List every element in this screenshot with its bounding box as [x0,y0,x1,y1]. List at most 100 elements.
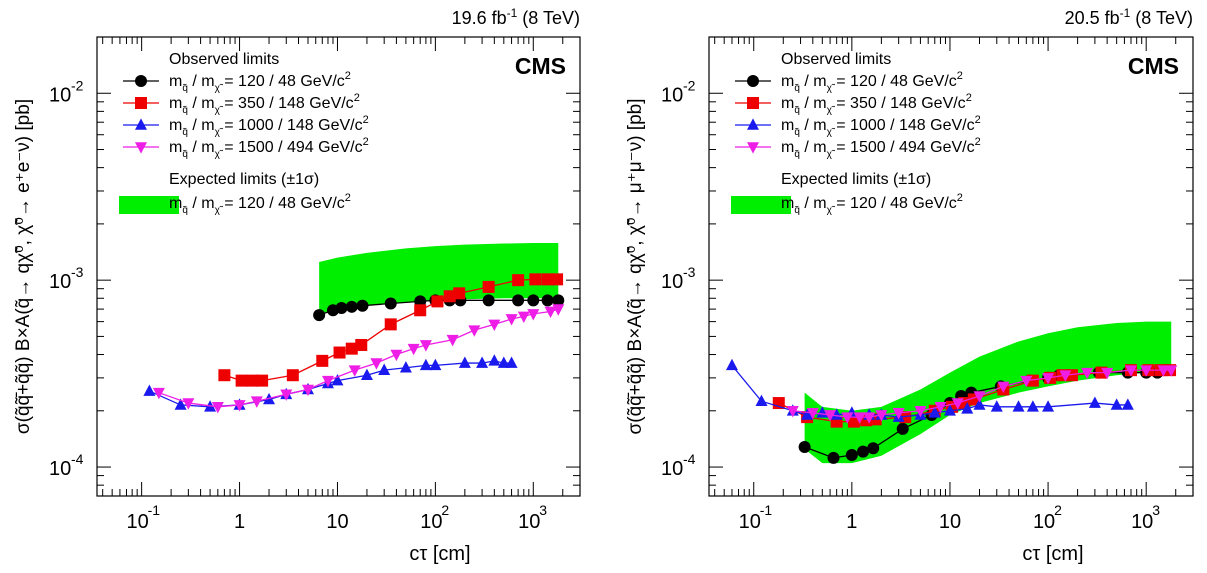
x-tick-label-exponent: 3 [1152,502,1160,518]
data-point [973,398,986,410]
data-point [429,358,442,371]
data-point [527,294,540,307]
data-point [250,396,263,408]
legend-label: mq̃ / mχ̃ = 1500 / 494 GeV/c2 [169,136,369,160]
data-point [517,311,530,323]
data-point [233,400,246,412]
y-tick-label-exponent: -4 [683,451,696,467]
data-point [407,343,420,356]
data-point [482,280,495,293]
data-point [747,75,759,87]
data-point [755,394,768,407]
legend: Observed limits mq̃ / mχ̃ = 120 / 48 GeV/… [731,51,981,216]
y-tick-label-mantissa: 10 [49,84,71,106]
y-tick-label-exponent: -3 [683,264,696,280]
y-axis-ticks [97,36,580,497]
data-area [725,321,1178,464]
data-point [552,294,565,307]
y-tick-label: 10 -2 [661,77,696,106]
x-tick-label-mantissa: 1 [234,511,245,533]
luminosity-label: 20.5 fb-1 (8 TeV) [1065,6,1193,28]
data-point [1157,365,1170,377]
x-tick-label: 10 [939,511,961,533]
data-point [356,299,369,312]
data-point [313,309,326,322]
data-point [488,354,501,366]
data-point [1012,400,1025,412]
data-point [1140,365,1153,377]
data-point [335,301,348,314]
data-point [853,412,866,424]
data-point [806,408,819,420]
data-point [1088,396,1101,408]
data-point [529,273,542,286]
x-axis-ticks [714,37,1194,496]
x-tick-label: 10 [326,511,348,533]
data-point [863,412,876,424]
legend-title-expected: Expected limits (±1σ) [781,171,931,188]
y-axis-title: σ(q̃q̃̄+q̃q̃) B×A(q̃→ qχ̃⁰, χ̃⁰→ e⁺e⁻ν) … [13,99,34,434]
x-tick-label: 1 [234,511,245,533]
data-point [847,415,860,428]
data-point [552,304,565,316]
data-point [857,445,870,458]
lumi-value: 20.5 fb [1065,8,1120,28]
y-tick-label-mantissa: 10 [661,458,683,480]
x-axis-title: cτ [cm] [1022,543,1083,565]
data-point [488,319,501,331]
legend-label: mq̃ / mχ̃ = 120 / 48 GeV/c2 [169,70,351,94]
x-axis-ticks [102,37,581,496]
data-point [541,273,554,286]
data-point [345,342,358,355]
data-point [497,356,510,368]
data-point [135,97,147,109]
data-point [551,273,564,286]
x-tick-label-mantissa: 10 [739,511,761,533]
data-point [348,365,361,377]
data-point [544,306,557,319]
data-point [841,412,854,424]
data-point [1121,398,1134,410]
data-point [211,402,224,414]
data-point [747,142,759,154]
data-point [384,318,397,331]
data-point [725,358,738,371]
data-point [355,338,368,351]
data-point [1042,373,1055,385]
data-point [997,381,1010,394]
x-tick-label: 1 [846,511,857,533]
cms-label: CMS [1128,53,1179,79]
x-tick-label-exponent: 3 [539,502,547,518]
data-point [331,374,344,386]
data-point [934,402,947,414]
y-tick-label: 10 -3 [49,264,84,293]
data-point [443,290,456,303]
x-tick-label-mantissa: 10 [1033,511,1055,533]
y-tick-label-mantissa: 10 [661,271,683,293]
data-point [135,118,147,130]
legend-entry-expected: mq̃ / mχ̃ = 120 / 48 GeV/c2 [119,192,351,216]
x-tick-label-exponent: -1 [148,502,161,518]
data-point [541,294,554,307]
data-point [747,118,759,130]
data-point [827,451,840,464]
data-point [414,304,427,317]
legend-entry: mq̃ / mχ̃ = 1000 / 148 GeV/c2 [735,114,981,138]
data-point [990,400,1003,412]
data-point [1110,398,1123,410]
x-tick-label-exponent: 2 [441,502,449,518]
data-point [824,410,837,422]
data-point [1081,367,1094,380]
legend-entry-expected: mq̃ / mχ̃ = 120 / 48 GeV/c2 [731,192,963,216]
data-point [419,340,432,352]
data-point [512,274,525,287]
x-tick-label-mantissa: 1 [846,511,857,533]
data-point [961,402,974,414]
cms-label: CMS [515,53,566,79]
data-point [505,314,518,326]
data-point [747,97,759,109]
data-point [316,354,329,367]
y-tick-label: 10 -4 [49,451,84,480]
energy-label: (8 TeV) [517,8,580,28]
